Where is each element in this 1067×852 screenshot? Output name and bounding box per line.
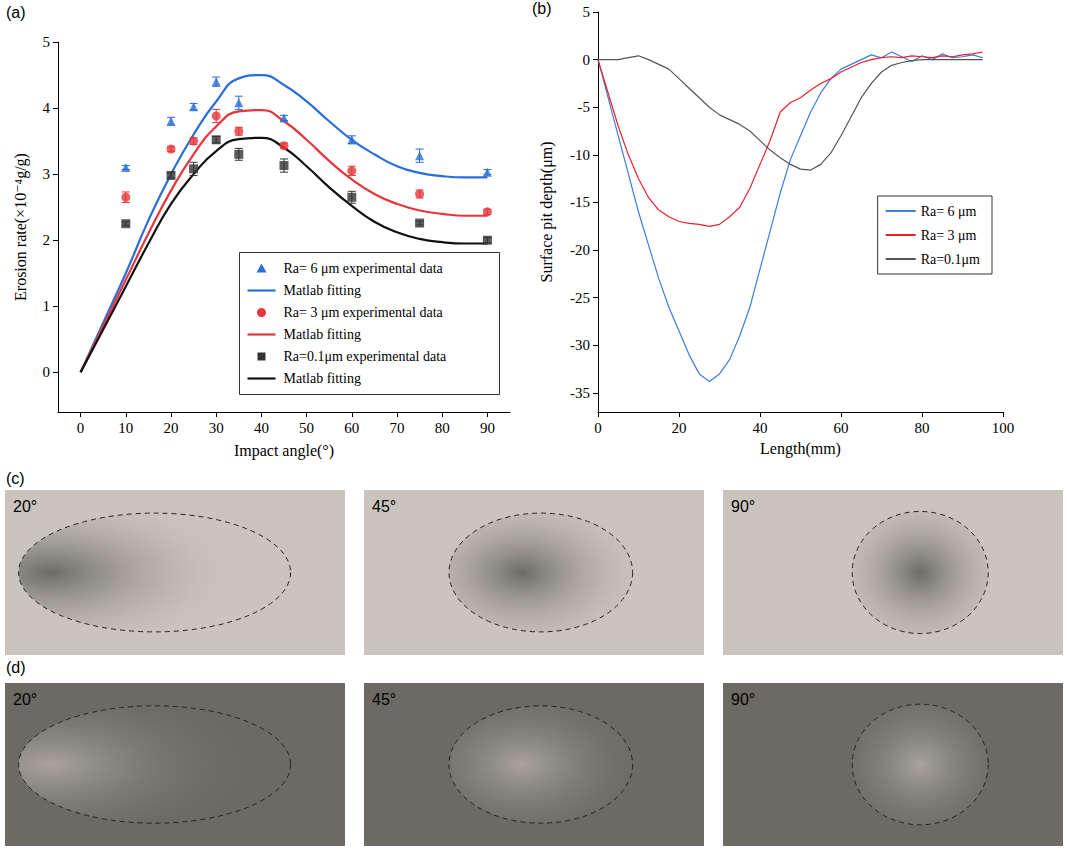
- svg-text:-35: -35: [570, 385, 590, 401]
- svg-text:60: 60: [834, 420, 849, 436]
- svg-text:20°: 20°: [13, 498, 37, 515]
- svg-text:40: 40: [254, 420, 269, 436]
- svg-text:20: 20: [672, 420, 687, 436]
- svg-text:-20: -20: [570, 242, 590, 258]
- svg-text:0: 0: [77, 420, 85, 436]
- svg-text:Ra= 6 μm: Ra= 6 μm: [921, 204, 977, 219]
- svg-text:Surface pit depth(μm): Surface pit depth(μm): [538, 142, 556, 283]
- svg-text:5: 5: [583, 4, 591, 20]
- svg-text:-25: -25: [570, 290, 590, 306]
- svg-text:Ra=0.1μm experimental data: Ra=0.1μm experimental data: [284, 349, 448, 364]
- svg-text:10: 10: [118, 420, 133, 436]
- svg-text:Length(mm): Length(mm): [760, 440, 841, 458]
- svg-text:Impact angle(°): Impact angle(°): [234, 442, 334, 460]
- svg-text:2: 2: [43, 232, 51, 248]
- svg-text:-30: -30: [570, 337, 590, 353]
- svg-text:4: 4: [43, 100, 51, 116]
- svg-text:3: 3: [43, 166, 51, 182]
- svg-text:90°: 90°: [731, 691, 755, 708]
- html-text:(b): (b): [532, 0, 552, 17]
- svg-text:0: 0: [594, 420, 602, 436]
- svg-text:Erosion rate(×10⁻⁴g/g): Erosion rate(×10⁻⁴g/g): [12, 153, 30, 301]
- svg-text:-5: -5: [578, 99, 591, 115]
- html-text:(c): (c): [6, 470, 25, 487]
- svg-text:60: 60: [344, 420, 359, 436]
- svg-text:Ra= 6 μm experimental data: Ra= 6 μm experimental data: [284, 261, 444, 276]
- svg-text:45°: 45°: [372, 691, 396, 708]
- html-text:(a): (a): [6, 4, 26, 21]
- svg-text:30: 30: [209, 420, 224, 436]
- svg-text:Matlab fitting: Matlab fitting: [284, 371, 361, 386]
- svg-text:100: 100: [992, 420, 1015, 436]
- html-text:(d): (d): [6, 659, 26, 676]
- svg-text:Matlab fitting: Matlab fitting: [284, 327, 361, 342]
- svg-text:80: 80: [435, 420, 450, 436]
- svg-text:-10: -10: [570, 147, 590, 163]
- svg-text:70: 70: [390, 420, 405, 436]
- svg-text:Ra=0.1μm: Ra=0.1μm: [921, 252, 980, 267]
- svg-text:Ra= 3 μm experimental data: Ra= 3 μm experimental data: [284, 305, 444, 320]
- svg-text:Matlab fitting: Matlab fitting: [284, 283, 361, 298]
- svg-text:90°: 90°: [731, 498, 755, 515]
- svg-text:5: 5: [43, 34, 51, 50]
- svg-text:45°: 45°: [372, 498, 396, 515]
- svg-text:40: 40: [753, 420, 768, 436]
- svg-text:90: 90: [480, 420, 495, 436]
- svg-text:20: 20: [164, 420, 179, 436]
- svg-text:0: 0: [43, 364, 51, 380]
- svg-text:-15: -15: [570, 194, 590, 210]
- svg-text:20°: 20°: [13, 691, 37, 708]
- svg-text:Ra= 3 μm: Ra= 3 μm: [921, 228, 977, 243]
- svg-text:0: 0: [583, 52, 591, 68]
- svg-text:50: 50: [299, 420, 314, 436]
- svg-text:1: 1: [43, 298, 51, 314]
- svg-text:80: 80: [915, 420, 930, 436]
